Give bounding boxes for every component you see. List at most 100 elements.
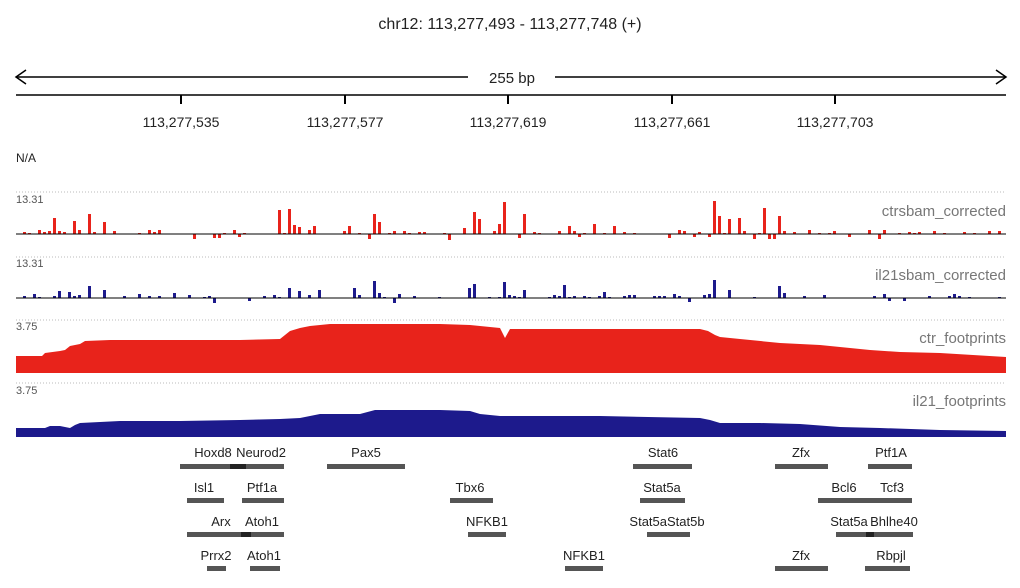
ruler-tick-label: 113,277,703 <box>797 114 874 130</box>
signal-bar <box>718 216 721 234</box>
signal-bars <box>23 280 1001 303</box>
motif-bar[interactable] <box>640 498 685 503</box>
motif-bar[interactable] <box>187 532 241 537</box>
signal-bar <box>78 230 81 234</box>
signal-bar <box>908 232 911 234</box>
signal-bar <box>158 296 161 298</box>
signal-bar <box>418 232 421 234</box>
signal-bar <box>578 234 581 237</box>
signal-bar <box>233 230 236 234</box>
footprint-area <box>16 410 1006 437</box>
motif-bar[interactable] <box>647 532 690 537</box>
motif-label: Stat6 <box>648 445 678 460</box>
track-il21sbam-corrected[interactable]: 13.31 il21sbam_corrected <box>16 256 1006 303</box>
motif-bar[interactable] <box>874 532 913 537</box>
signal-bar <box>23 232 26 234</box>
signal-bar <box>988 231 991 234</box>
motif-label: Tcf3 <box>880 480 904 495</box>
track-name[interactable]: il21sbam_corrected <box>875 267 1006 284</box>
motif-bar[interactable] <box>207 566 226 571</box>
signal-bar <box>888 298 891 301</box>
signal-bar <box>208 296 211 298</box>
motif-bar[interactable] <box>633 464 692 469</box>
motif-bar[interactable] <box>242 498 284 503</box>
motif-label: NFKB1 <box>563 548 605 563</box>
motif-label: Stat5a <box>643 480 681 495</box>
motif-bar[interactable] <box>865 566 910 571</box>
motif-label: Tbx6 <box>456 480 485 495</box>
track-ctrsbam-corrected[interactable]: 13.31 ctrsbam_corrected <box>16 191 1006 240</box>
motif-bar[interactable] <box>327 464 405 469</box>
signal-bar <box>293 225 296 234</box>
motif-bar[interactable] <box>246 464 284 469</box>
motif-bar[interactable] <box>251 532 284 537</box>
signal-bar <box>708 234 711 237</box>
signal-bar <box>823 295 826 298</box>
signal-bar <box>318 290 321 298</box>
motif-bar[interactable] <box>450 498 493 503</box>
motif-label: Ptf1a <box>247 480 278 495</box>
motif-overlap-bar[interactable] <box>866 532 874 537</box>
signal-bar <box>403 231 406 234</box>
signal-bar <box>48 231 51 234</box>
track-name[interactable]: ctrsbam_corrected <box>882 203 1006 220</box>
motif-bar[interactable] <box>180 464 230 469</box>
signal-bar <box>53 296 56 298</box>
signal-bar <box>88 214 91 234</box>
signal-bar <box>298 227 301 234</box>
motif-bar[interactable] <box>836 532 866 537</box>
ruler-tick-label: 113,277,577 <box>307 114 384 130</box>
track-name[interactable]: il21_footprints <box>913 393 1006 410</box>
motif-label: Hoxd8 <box>194 445 232 460</box>
signal-bar <box>713 201 716 234</box>
motif-bar[interactable] <box>187 498 224 503</box>
signal-bar <box>398 294 401 298</box>
motif-bar[interactable] <box>868 464 912 469</box>
signal-bar <box>703 295 706 298</box>
signal-bar <box>343 231 346 234</box>
motif-label: Zfx <box>792 445 811 460</box>
arrow-right-icon <box>995 69 1008 85</box>
signal-bar <box>698 232 701 234</box>
motif-bar[interactable] <box>872 498 912 503</box>
na-label: N/A <box>16 151 36 165</box>
motif-bar[interactable] <box>468 532 506 537</box>
signal-bar <box>523 214 526 234</box>
track-scale: 3.75 <box>16 385 37 397</box>
signal-bar <box>523 290 526 298</box>
signal-bar <box>958 296 961 298</box>
track-ctr-footprints[interactable]: 3.75 ctr_footprints <box>16 319 1006 373</box>
signal-bar <box>653 296 656 298</box>
signal-bar <box>188 295 191 298</box>
signal-bar <box>883 294 886 298</box>
signal-bar <box>503 282 506 298</box>
signal-bar <box>218 234 221 238</box>
signal-bar <box>503 202 506 234</box>
ruler-tick-label: 113,277,661 <box>634 114 711 130</box>
signal-bar <box>103 222 106 234</box>
motif-overlap-bar[interactable] <box>241 532 251 537</box>
motif-bar[interactable] <box>818 498 872 503</box>
signal-bar <box>148 230 151 234</box>
signal-bar <box>713 280 716 298</box>
track-il21-footprints[interactable]: 3.75 il21_footprints <box>16 382 1006 437</box>
signal-bar <box>598 296 601 298</box>
motif-label: Stat5a <box>830 514 868 529</box>
signal-bar <box>308 295 311 298</box>
motif-overlap-bar[interactable] <box>230 464 246 469</box>
signal-bar <box>413 296 416 298</box>
track-name[interactable]: ctr_footprints <box>919 330 1006 347</box>
span-label: 255 bp <box>489 70 535 87</box>
signal-bar <box>808 230 811 234</box>
signal-bar <box>423 232 426 234</box>
signal-bar <box>288 288 291 298</box>
signal-bar <box>613 226 616 234</box>
motif-bar[interactable] <box>775 566 828 571</box>
motif-bar[interactable] <box>250 566 280 571</box>
motif-bar[interactable] <box>775 464 828 469</box>
motif-bar[interactable] <box>565 566 603 571</box>
signal-bar <box>628 295 631 298</box>
motif-track[interactable]: Hoxd8 Neurod2 Pax5 Stat6 Zfx Ptf1A Isl1 … <box>180 445 918 571</box>
signal-bar <box>728 290 731 298</box>
